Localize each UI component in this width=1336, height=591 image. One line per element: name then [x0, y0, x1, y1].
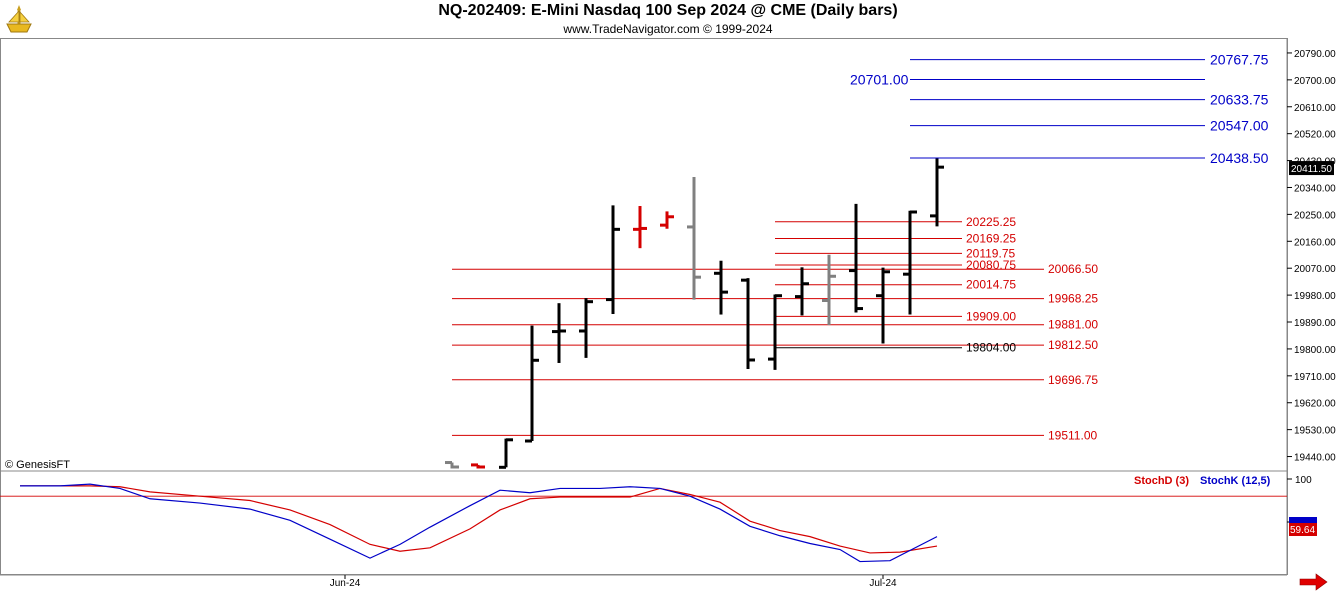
support-level-label: 20169.25: [966, 232, 1016, 246]
price-tick-label: 19440.00: [1294, 453, 1336, 464]
chart-title: NQ-202409: E-Mini Nasdaq 100 Sep 2024 @ …: [438, 2, 898, 19]
price-tick-label: 19800.00: [1294, 345, 1336, 356]
watermark: © GenesisFT: [5, 459, 70, 471]
stoch-d-line: [20, 485, 938, 554]
price-tick-label: 20340.00: [1294, 183, 1336, 194]
resistance-level-label: 20701.00: [850, 72, 909, 88]
ohlc-bar: [660, 211, 674, 229]
ohlc-bar: [606, 205, 620, 314]
price-axis: 20790.0020700.0020610.0020520.0020430.00…: [1287, 49, 1336, 464]
price-tick-label: 20250.00: [1294, 210, 1336, 221]
time-tick-label: Jul-24: [869, 578, 897, 589]
stoch-k-line: [20, 483, 938, 563]
price-tick-label: 19980.00: [1294, 291, 1336, 302]
ohlc-bar: [822, 254, 836, 326]
ohlc-bar: [741, 278, 755, 369]
price-tick-label: 20160.00: [1294, 237, 1336, 248]
ohlc-bar: [633, 206, 647, 249]
price-levels: 20767.75 20701.00 20633.75 20547.00 20438.50…: [452, 52, 1269, 442]
support-level-label: 20014.75: [966, 278, 1016, 292]
ohlc-bar: [687, 177, 701, 300]
stoch-d-value-box: [1289, 523, 1317, 536]
chart-area: 20790.0020700.0020610.0020520.0020430.00…: [0, 38, 1336, 591]
ohlc-bar: [849, 203, 863, 313]
resistance-level-label: 20767.75: [1210, 52, 1269, 68]
price-tick-label: 19890.00: [1294, 318, 1336, 329]
plot-border: [0, 38, 1288, 575]
ohlc-bar: [471, 463, 485, 469]
price-tick-label: 20070.00: [1294, 264, 1336, 275]
support-level-label: 20225.25: [966, 215, 1016, 229]
price-tick-label: 19620.00: [1294, 399, 1336, 410]
price-tick-label: 19530.00: [1294, 426, 1336, 437]
ohlc-bar: [552, 303, 566, 363]
ohlc-bars: [445, 158, 944, 469]
stoch-tick-label: 100: [1295, 475, 1312, 486]
price-tick-label: 20520.00: [1294, 130, 1336, 141]
chart-subtitle: www.TradeNavigator.com © 1999-2024: [563, 22, 773, 36]
price-tick-label: 20700.00: [1294, 76, 1336, 87]
ohlc-bar: [714, 260, 728, 315]
ohlc-bar: [579, 298, 593, 358]
support-level-label: 19909.00: [966, 309, 1016, 323]
ohlc-bar: [445, 461, 459, 469]
support-level-label: 19881.00: [1048, 318, 1098, 332]
resistance-level-label: 20547.00: [1210, 118, 1269, 134]
ohlc-bar: [525, 325, 539, 443]
price-tick-label: 20610.00: [1294, 103, 1336, 114]
ohlc-bar: [499, 438, 513, 469]
stoch-k-value-box: [1289, 517, 1317, 527]
support-level-label: 20066.50: [1048, 262, 1098, 276]
ohlc-bar: [903, 210, 917, 315]
scroll-right-arrow-icon[interactable]: [1299, 573, 1328, 591]
last-price-label: 20411.50: [1291, 164, 1332, 175]
price-tick-label: 19710.00: [1294, 372, 1336, 383]
support-level-label: 19804.00: [966, 341, 1016, 355]
time-axis: Jun-24 Jul-24: [330, 575, 897, 589]
stoch-d-value-label: 59.64: [1290, 525, 1315, 536]
ohlc-bar: [930, 158, 944, 227]
chart-header: NQ-202409: E-Mini Nasdaq 100 Sep 2024 @ …: [0, 0, 1336, 38]
ohlc-bar: [768, 294, 782, 370]
resistance-level-label: 20438.50: [1210, 150, 1269, 166]
trade-navigator-logo-icon: [2, 2, 36, 36]
support-level-label: 19968.25: [1048, 292, 1098, 306]
ohlc-bar: [876, 267, 890, 344]
price-tick-label: 20790.00: [1294, 49, 1336, 60]
stoch-k-legend: StochK (12,5): [1200, 475, 1271, 487]
ohlc-bar: [795, 267, 809, 316]
support-level-label: 19696.75: [1048, 373, 1098, 387]
stoch-d-legend: StochD (3): [1134, 475, 1189, 487]
time-tick-label: Jun-24: [330, 578, 361, 589]
support-level-label: 19812.50: [1048, 338, 1098, 352]
support-level-label: 19511.00: [1048, 428, 1097, 442]
support-level-label: 20080.75: [966, 258, 1016, 272]
support-level-label: 20119.75: [966, 246, 1015, 260]
resistance-level-label: 20633.75: [1210, 92, 1269, 108]
stochastic-panel: 10050StochD (3)StochK (12,5)59.64: [0, 475, 1317, 563]
last-price-box: [1289, 161, 1334, 176]
